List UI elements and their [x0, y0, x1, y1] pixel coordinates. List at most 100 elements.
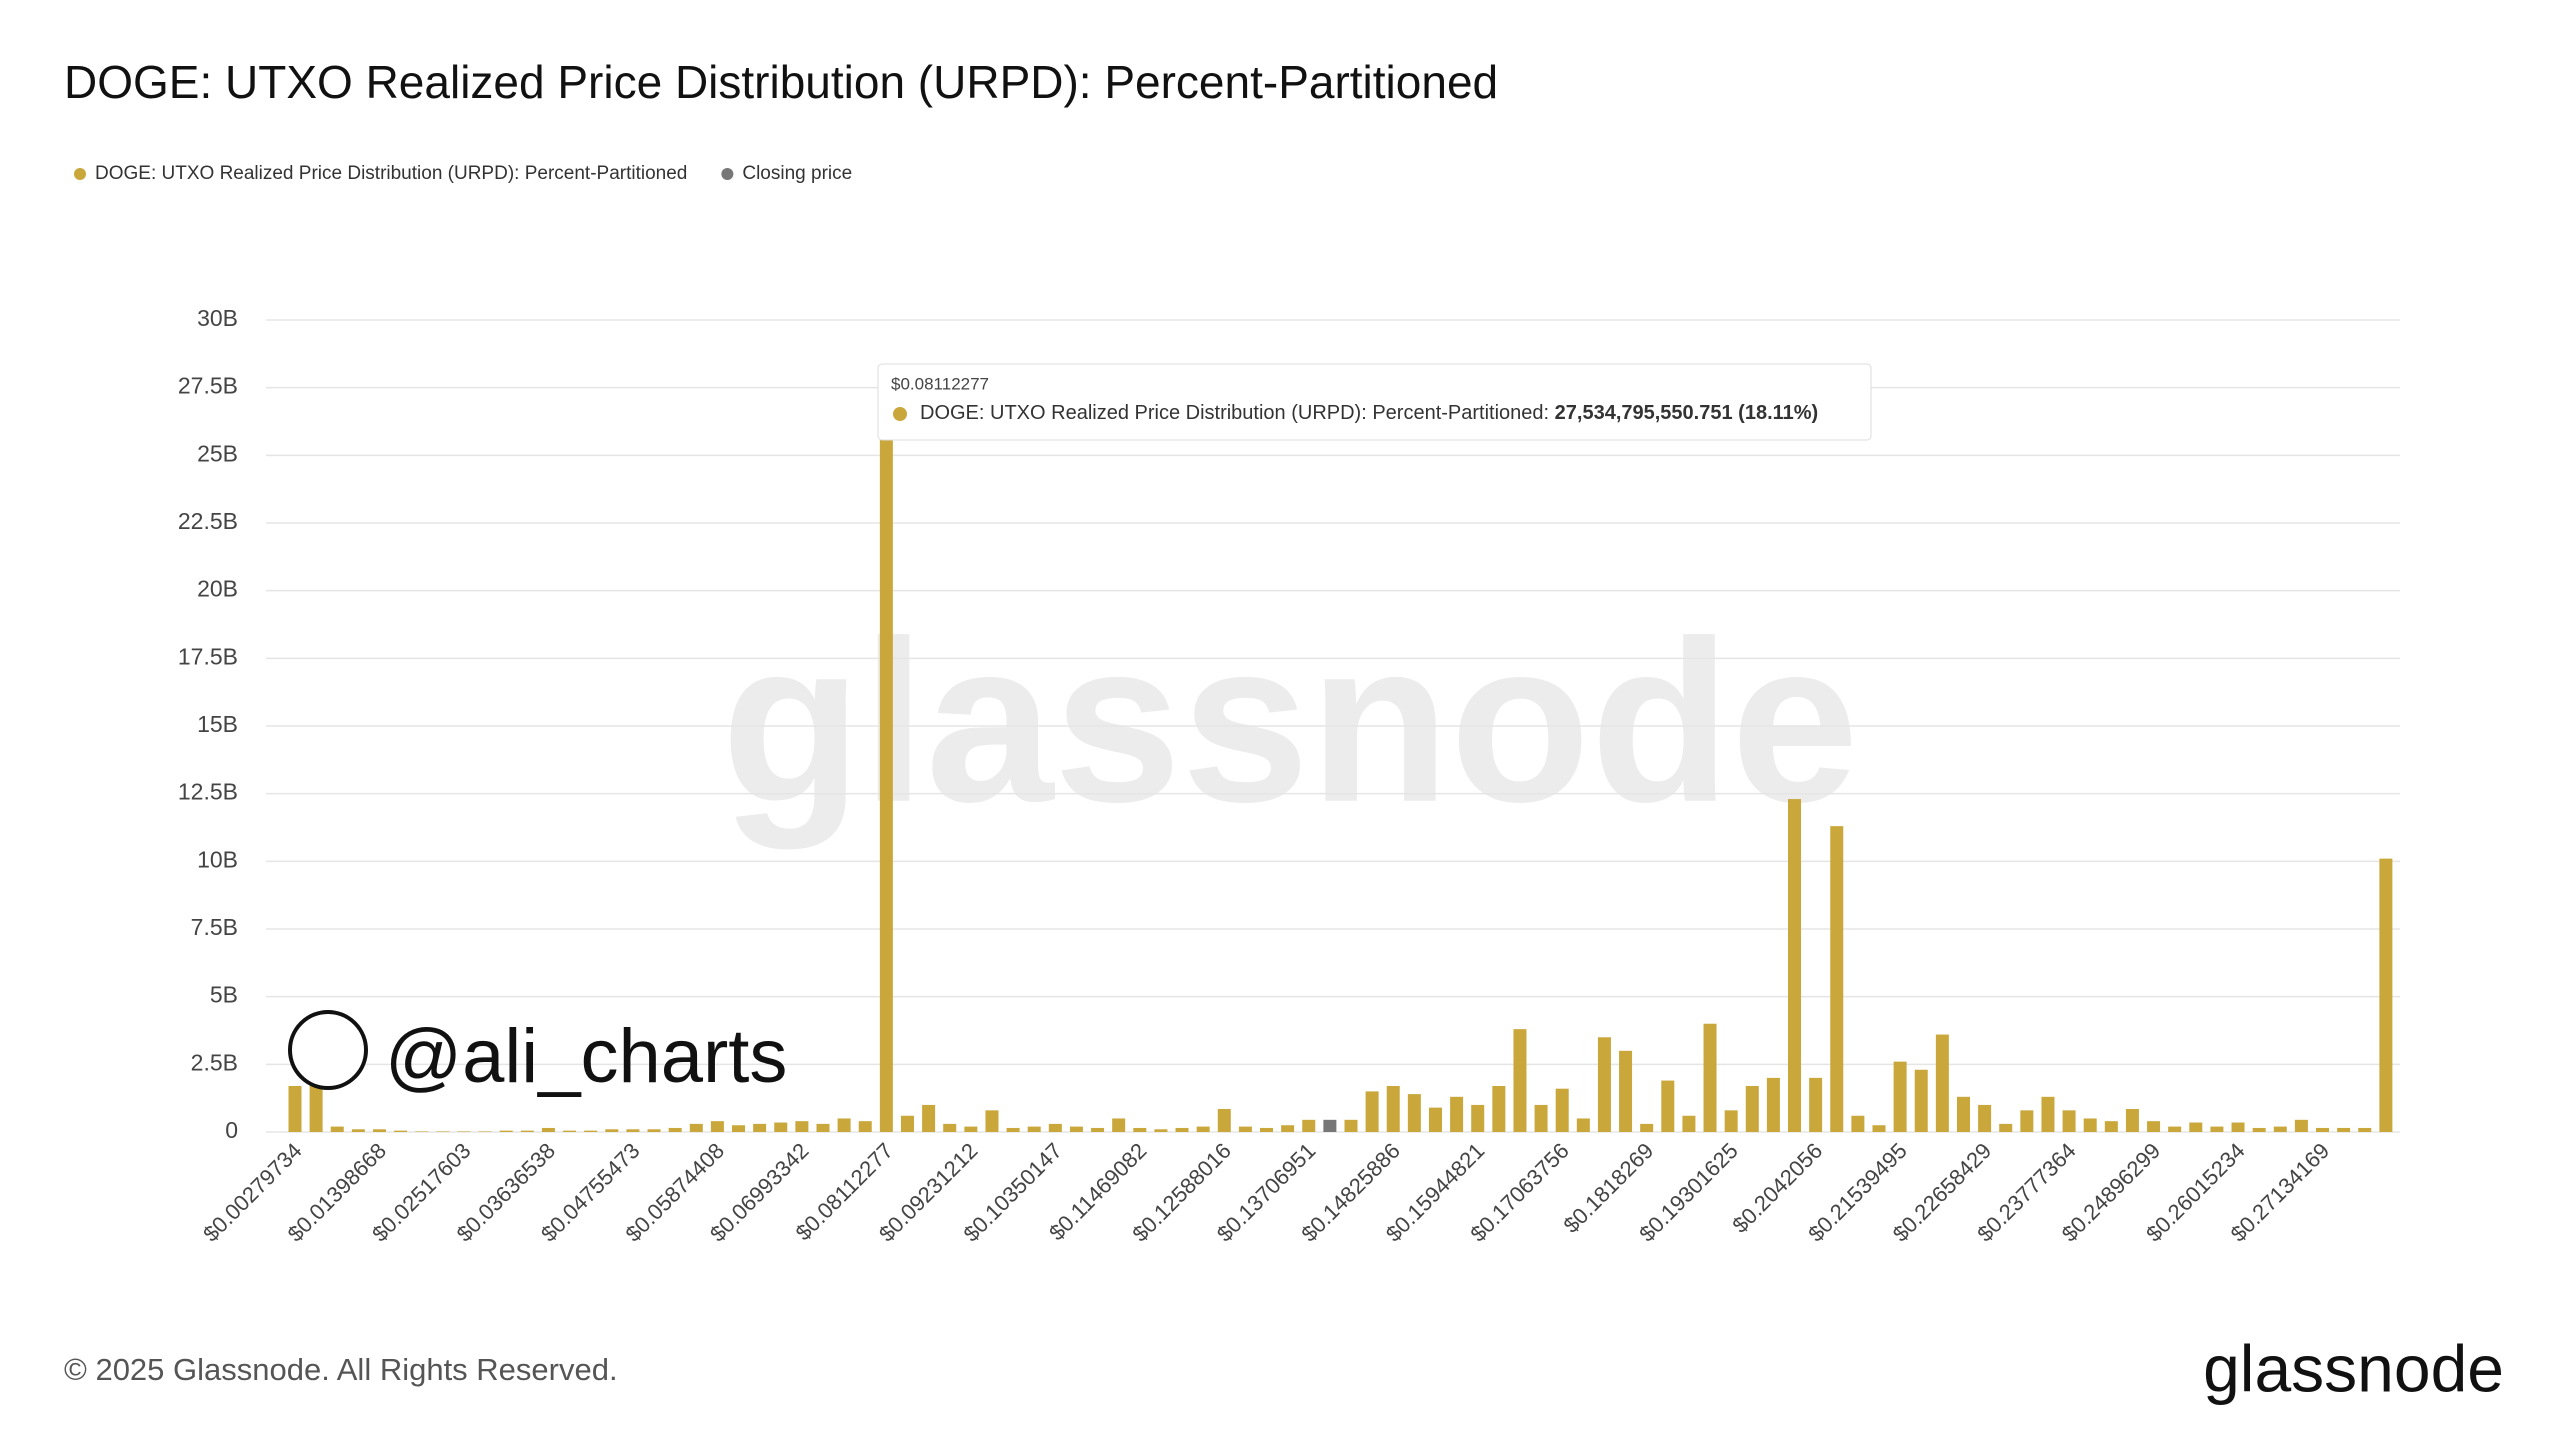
bar	[2083, 1118, 2097, 1132]
bar	[2337, 1127, 2351, 1132]
bar	[1724, 1110, 1738, 1132]
y-tick-label: 0	[225, 1117, 238, 1143]
bar	[2189, 1122, 2203, 1132]
y-tick-label: 15B	[197, 711, 238, 737]
bar	[900, 1115, 914, 1132]
bar	[2147, 1121, 2161, 1132]
bar	[732, 1125, 746, 1132]
bar	[2020, 1110, 2034, 1132]
bar	[351, 1129, 365, 1132]
tooltip: $0.08112277 DOGE: UTXO Realized Price Di…	[877, 363, 1872, 441]
y-tick-label: 27.5B	[178, 373, 238, 399]
bar	[605, 1129, 619, 1132]
bar	[1999, 1123, 2013, 1132]
bar	[1428, 1107, 1442, 1132]
brand-logo: glassnode	[2203, 1331, 2504, 1405]
bar	[2231, 1122, 2245, 1132]
bar	[584, 1130, 598, 1132]
copyright: © 2025 Glassnode. All Rights Reserved.	[64, 1352, 618, 1387]
bar	[879, 386, 893, 1132]
legend-label: Closing price	[742, 163, 852, 184]
y-tick-label: 22.5B	[178, 508, 238, 534]
bar	[1576, 1118, 1590, 1132]
bar	[1091, 1127, 1105, 1132]
bar	[837, 1118, 851, 1132]
bar	[309, 1083, 323, 1132]
bar	[1260, 1127, 1274, 1132]
bar	[2294, 1119, 2308, 1132]
bar	[1175, 1127, 1189, 1132]
bar	[753, 1123, 767, 1132]
bar	[2104, 1121, 2118, 1132]
bar	[2062, 1110, 2076, 1132]
bar	[2252, 1127, 2266, 1132]
bar	[1281, 1125, 1295, 1132]
bar	[1112, 1118, 1126, 1132]
bar	[1450, 1096, 1464, 1132]
bar	[1154, 1129, 1168, 1132]
bar	[1027, 1126, 1041, 1132]
legend-marker	[74, 168, 86, 180]
bar	[436, 1131, 450, 1132]
bar	[1069, 1126, 1083, 1132]
bar	[858, 1121, 872, 1132]
bar	[1513, 1029, 1527, 1132]
y-tick-label: 30B	[197, 305, 238, 331]
y-tick-label: 25B	[197, 440, 238, 466]
bar	[1935, 1034, 1949, 1132]
bar	[330, 1126, 344, 1132]
bar	[1323, 1119, 1337, 1132]
bar	[1682, 1115, 1696, 1132]
tooltip-x-label: $0.08112277	[891, 374, 989, 393]
bar	[415, 1131, 429, 1132]
y-tick-label: 7.5B	[191, 914, 238, 940]
bar	[2041, 1096, 2055, 1132]
bar	[1788, 799, 1802, 1132]
bar	[288, 1085, 302, 1132]
bar	[1048, 1123, 1062, 1132]
bar	[922, 1104, 936, 1132]
y-tick-label: 10B	[197, 846, 238, 872]
chart-title: DOGE: UTXO Realized Price Distribution (…	[64, 56, 1498, 108]
bar	[689, 1123, 703, 1132]
bar	[1407, 1094, 1421, 1132]
bar	[1809, 1077, 1823, 1132]
bar	[1534, 1104, 1548, 1132]
bar	[1386, 1085, 1400, 1132]
bar	[1597, 1037, 1611, 1132]
bar	[1619, 1050, 1633, 1132]
bar	[668, 1127, 682, 1132]
y-tick-label: 17.5B	[178, 643, 238, 669]
badge-text: @ali_charts	[385, 1014, 787, 1099]
bar	[1555, 1088, 1569, 1132]
bar	[1703, 1023, 1717, 1132]
bar	[457, 1131, 471, 1132]
bar	[2316, 1127, 2330, 1132]
legend-label: DOGE: UTXO Realized Price Distribution (…	[95, 163, 687, 184]
bar	[1006, 1127, 1020, 1132]
bar	[1640, 1123, 1654, 1132]
bar	[1238, 1126, 1252, 1132]
bar	[774, 1122, 788, 1132]
bar	[541, 1127, 555, 1132]
bar	[943, 1123, 957, 1132]
bar	[1745, 1085, 1759, 1132]
legend-marker	[721, 168, 734, 180]
bar	[1766, 1077, 1780, 1132]
tooltip-text: DOGE: UTXO Realized Price Distribution (…	[920, 402, 1818, 424]
bar	[1956, 1096, 1970, 1132]
legend: DOGE: UTXO Realized Price Distribution (…	[74, 163, 852, 184]
bar	[394, 1130, 408, 1132]
bar	[1872, 1125, 1886, 1132]
bar	[647, 1129, 661, 1132]
bar	[2125, 1108, 2139, 1132]
bar	[795, 1121, 809, 1132]
tooltip-dot	[893, 407, 907, 421]
y-tick-label: 20B	[197, 576, 238, 602]
bar	[2168, 1126, 2182, 1132]
bar	[499, 1130, 513, 1132]
bar	[2358, 1127, 2372, 1132]
bar	[2273, 1126, 2287, 1132]
